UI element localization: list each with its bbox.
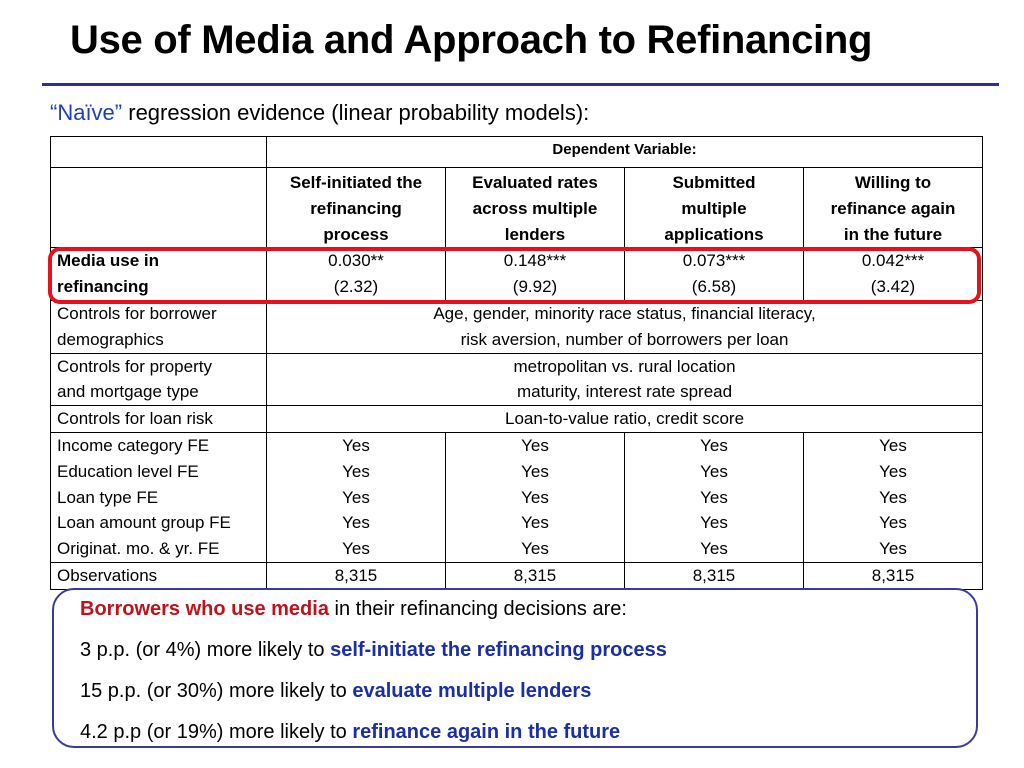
- observations-cell: 8,315: [802, 561, 984, 590]
- row-label: Observations: [50, 561, 267, 590]
- coefficient-cell: 0.042*** (3.42): [802, 247, 984, 301]
- subtitle-text: regression evidence (linear probability …: [128, 100, 590, 125]
- summary-point: 4.2 p.p (or 19%) more likely to refinanc…: [80, 721, 621, 743]
- observations-cell: 8,315: [266, 561, 446, 590]
- table-row-fixed-effects: Income category FE Education level FE Loan…: [50, 431, 984, 563]
- summary-box: Borrowers who use media in their refinan…: [52, 588, 978, 748]
- summary-intro-emphasis: Borrowers who use media: [80, 598, 329, 620]
- coefficient-cell: 0.073*** (6.58): [624, 247, 804, 301]
- table-corner-cell: [50, 136, 267, 168]
- dependent-variable-header: Dependent Variable:: [265, 136, 984, 168]
- row-label: Media use in refinancing: [50, 247, 267, 301]
- column-header: Self-initiated the refinancing process: [266, 166, 446, 249]
- coefficient-cell: 0.148*** (9.92): [445, 247, 625, 301]
- controls-description: Loan-to-value ratio, credit score: [265, 405, 984, 433]
- observations-cell: 8,315: [445, 561, 625, 590]
- subtitle: “Naïve” regression evidence (linear prob…: [50, 100, 589, 126]
- table-row-media-use: Media use in refinancing 0.030** (2.32) 0.…: [50, 247, 984, 301]
- regression-table: Dependent Variable: Self-initiated the re…: [50, 136, 984, 590]
- subtitle-quoted-term: “Naïve”: [50, 100, 123, 125]
- table-row-column-headers: Self-initiated the refinancing process Eva…: [50, 166, 984, 249]
- table-row-borrower-controls: Controls for borrower demographics Age, g…: [50, 299, 984, 354]
- table-row-loan-risk-controls: Controls for loan risk Loan-to-value rat…: [50, 405, 984, 433]
- title-underline: [42, 83, 999, 86]
- summary-point: 15 p.p. (or 30%) more likely to evaluate…: [80, 680, 592, 702]
- slide-title: Use of Media and Approach to Refinancing: [70, 18, 873, 62]
- table-corner-cell: [50, 166, 267, 249]
- observations-cell: 8,315: [624, 561, 804, 590]
- row-label: Controls for property and mortgage type: [50, 352, 267, 407]
- table-row-observations: Observations 8,315 8,315 8,315 8,315: [50, 561, 984, 590]
- table-row-property-controls: Controls for property and mortgage type m…: [50, 352, 984, 407]
- row-label: Controls for borrower demographics: [50, 299, 267, 354]
- controls-description: Age, gender, minority race status, finan…: [265, 299, 984, 354]
- column-header: Submitted multiple applications: [624, 166, 804, 249]
- fixed-effects-values: Yes Yes Yes Yes Yes: [624, 431, 804, 563]
- summary-intro-text: in their refinancing decisions are:: [328, 598, 627, 620]
- fixed-effects-values: Yes Yes Yes Yes Yes: [266, 431, 446, 563]
- fixed-effects-values: Yes Yes Yes Yes Yes: [802, 431, 984, 563]
- row-label: Controls for loan risk: [50, 405, 267, 433]
- table-row-dependent-header: Dependent Variable:: [50, 136, 984, 168]
- fixed-effects-values: Yes Yes Yes Yes Yes: [445, 431, 625, 563]
- summary-intro: Borrowers who use media in their refinan…: [80, 598, 627, 621]
- controls-description: metropolitan vs. rural location maturity,…: [265, 352, 984, 407]
- column-header: Evaluated rates across multiple lenders: [445, 166, 625, 249]
- fixed-effects-labels: Income category FE Education level FE Loan…: [50, 431, 267, 563]
- coefficient-cell: 0.030** (2.32): [266, 247, 446, 301]
- column-header: Willing to refinance again in the future: [802, 166, 984, 249]
- summary-point: 3 p.p. (or 4%) more likely to self-initi…: [80, 639, 667, 661]
